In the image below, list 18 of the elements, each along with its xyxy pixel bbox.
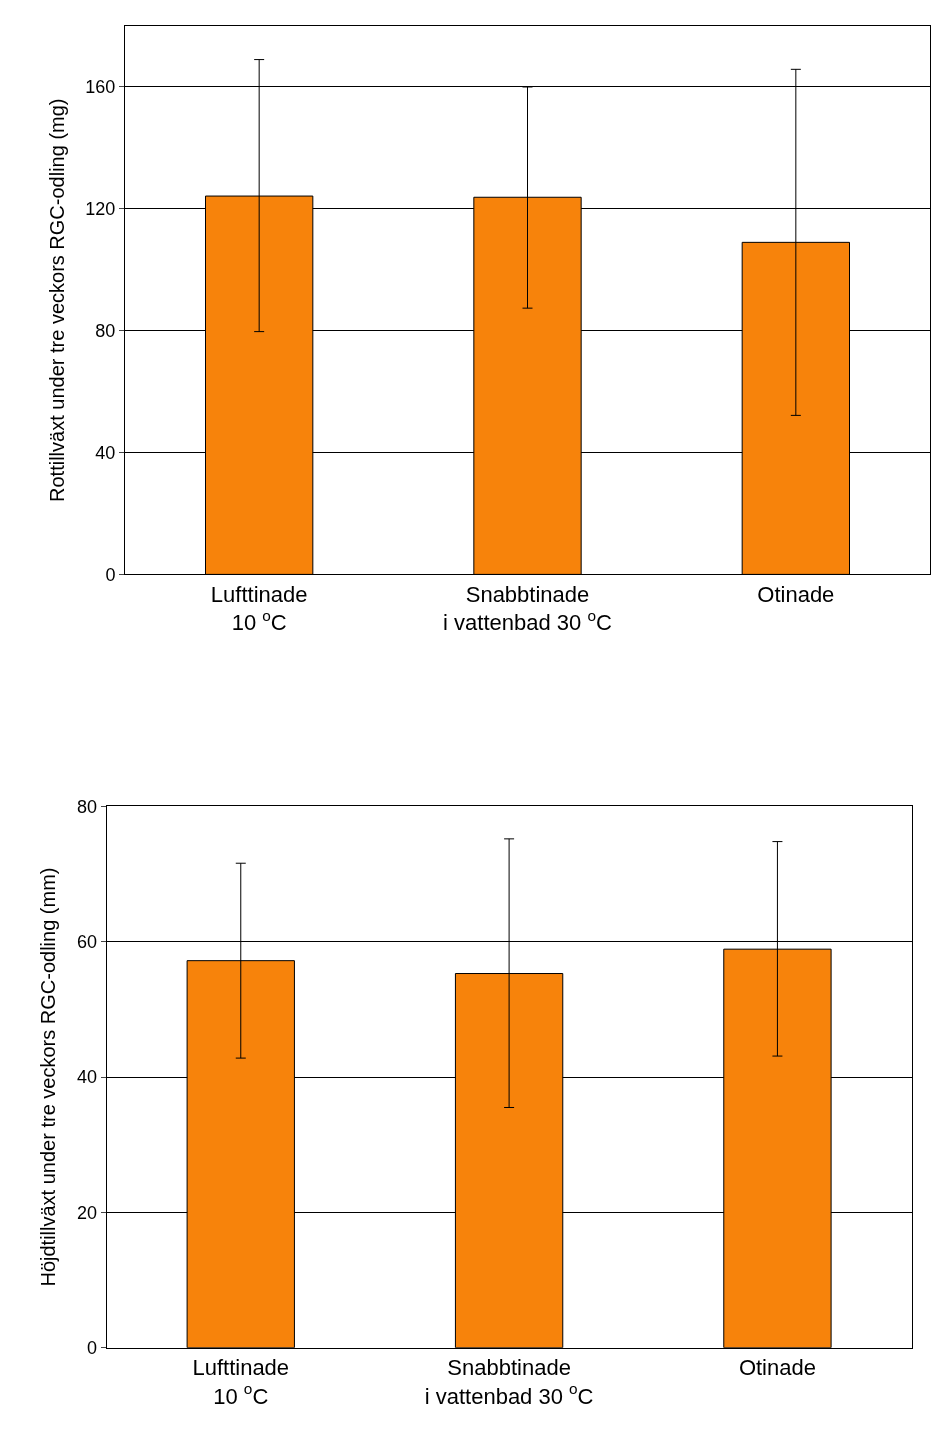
x-tick-label: Snabbtinade i vattenbad 30 $^{o}$C xyxy=(424,1355,594,1409)
y-tick-label: 120 xyxy=(85,199,116,220)
x-tick-label: Lufttinade 10 $^{o}$C xyxy=(210,581,308,636)
y-tick-label: 60 xyxy=(76,932,97,953)
y-axis-title: Rottillväxt under tre veckors RGC-odling (mg) xyxy=(45,98,68,502)
y-tick-label: 20 xyxy=(76,1202,97,1223)
y-tick-label: 40 xyxy=(76,1067,97,1088)
y-tick-label: 0 xyxy=(86,1338,97,1358)
x-tick-label: Lufttinade 10 $^{o}$C xyxy=(192,1355,290,1409)
y-tick-label: 160 xyxy=(85,77,116,98)
y-axis-title: Höjdtillväxt under tre veckors RGC-odling (mm) xyxy=(37,867,60,1287)
y-tick-label: 0 xyxy=(105,564,116,585)
y-tick-label: 40 xyxy=(95,442,116,463)
y-tick-label: 80 xyxy=(95,320,116,341)
x-tick-label: Otinade xyxy=(738,1355,816,1381)
x-tick-label: Otinade xyxy=(757,581,835,607)
x-tick-label: Snabbtinade i vattenbad 30 $^{o}$C xyxy=(443,581,613,636)
y-tick-label: 80 xyxy=(76,796,97,817)
